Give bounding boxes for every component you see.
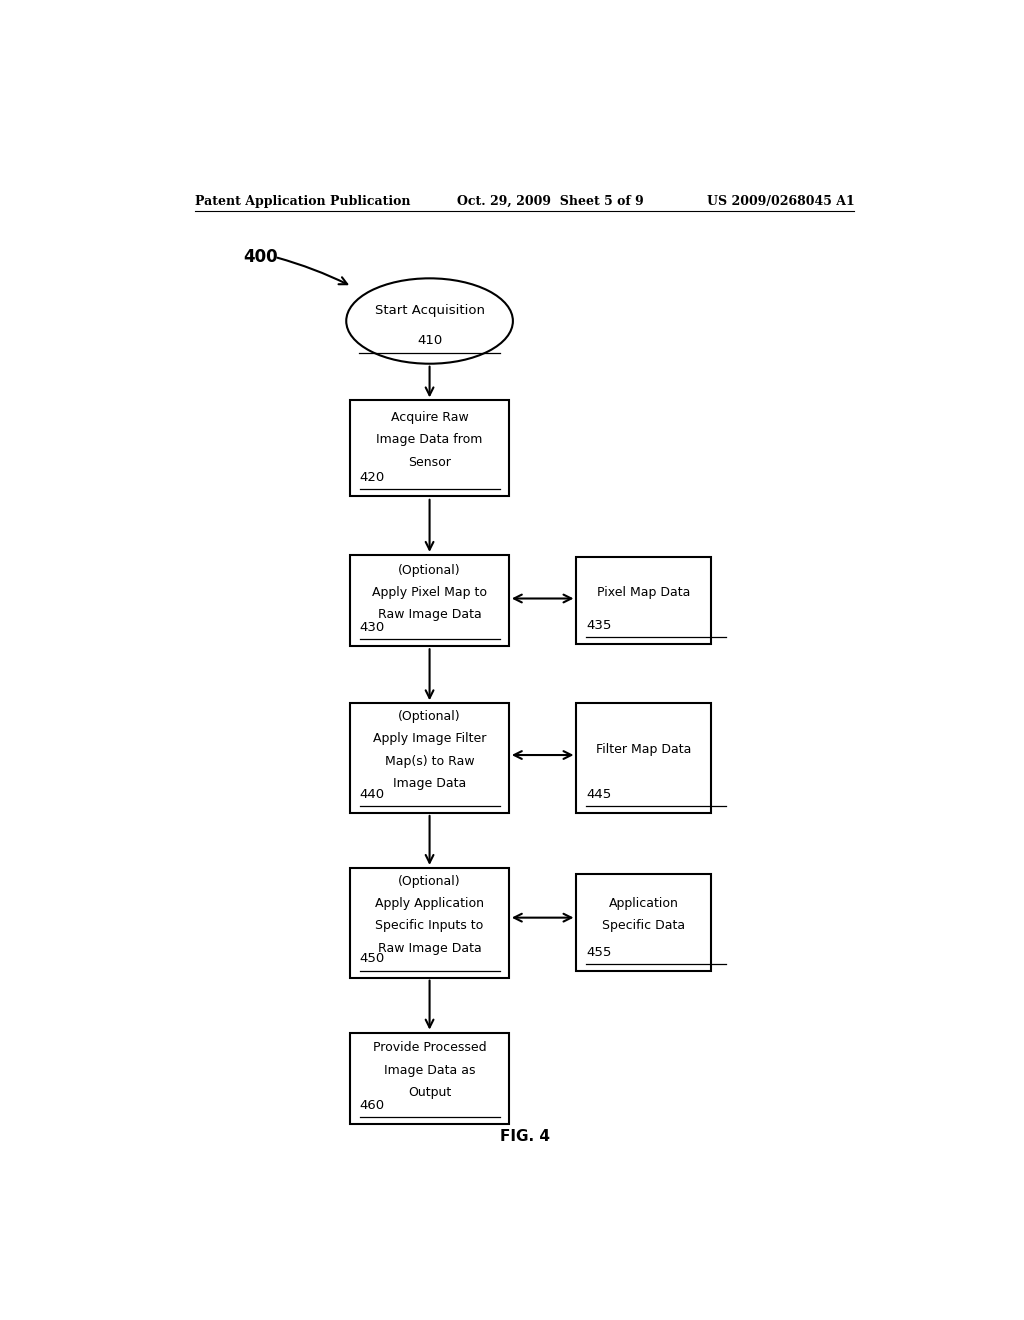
Text: 435: 435 (586, 619, 611, 631)
Text: 420: 420 (359, 471, 385, 484)
Text: Apply Application: Apply Application (375, 896, 484, 909)
FancyBboxPatch shape (350, 867, 509, 978)
FancyBboxPatch shape (350, 400, 509, 496)
Text: Start Acquisition: Start Acquisition (375, 305, 484, 317)
Text: (Optional): (Optional) (398, 875, 461, 887)
Text: FIG. 4: FIG. 4 (500, 1129, 550, 1143)
Text: Sensor: Sensor (409, 455, 451, 469)
Text: US 2009/0268045 A1: US 2009/0268045 A1 (708, 194, 855, 207)
FancyBboxPatch shape (577, 874, 712, 972)
Text: Image Data as: Image Data as (384, 1064, 475, 1077)
Text: Image Data: Image Data (393, 777, 466, 789)
Text: Image Data from: Image Data from (377, 433, 482, 446)
Text: Raw Image Data: Raw Image Data (378, 609, 481, 622)
Text: 455: 455 (586, 946, 611, 958)
Text: (Optional): (Optional) (398, 710, 461, 723)
Text: Application: Application (609, 896, 679, 909)
Text: Pixel Map Data: Pixel Map Data (597, 586, 690, 599)
Text: Provide Processed: Provide Processed (373, 1041, 486, 1055)
Text: Output: Output (408, 1086, 452, 1100)
FancyBboxPatch shape (350, 704, 509, 813)
FancyBboxPatch shape (350, 554, 509, 647)
Text: Filter Map Data: Filter Map Data (596, 743, 691, 756)
Text: Apply Image Filter: Apply Image Filter (373, 733, 486, 746)
Text: (Optional): (Optional) (398, 564, 461, 577)
FancyBboxPatch shape (577, 704, 712, 813)
Text: Apply Pixel Map to: Apply Pixel Map to (372, 586, 487, 599)
Text: Oct. 29, 2009  Sheet 5 of 9: Oct. 29, 2009 Sheet 5 of 9 (458, 194, 644, 207)
Text: Specific Data: Specific Data (602, 919, 685, 932)
Text: Patent Application Publication: Patent Application Publication (196, 194, 411, 207)
FancyBboxPatch shape (350, 1032, 509, 1125)
Text: Raw Image Data: Raw Image Data (378, 941, 481, 954)
Text: 440: 440 (359, 788, 385, 801)
Text: 410: 410 (417, 334, 442, 347)
Text: Acquire Raw: Acquire Raw (391, 411, 468, 424)
Ellipse shape (346, 279, 513, 364)
Text: Map(s) to Raw: Map(s) to Raw (385, 755, 474, 768)
Text: 445: 445 (586, 788, 611, 801)
FancyBboxPatch shape (577, 557, 712, 644)
Text: Specific Inputs to: Specific Inputs to (376, 919, 483, 932)
Text: 430: 430 (359, 622, 385, 634)
Text: 400: 400 (243, 248, 278, 265)
Text: 460: 460 (359, 1098, 385, 1111)
Text: 450: 450 (359, 953, 385, 965)
